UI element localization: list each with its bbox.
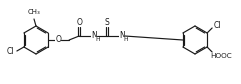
Text: Cl: Cl <box>213 22 221 30</box>
Text: S: S <box>105 18 109 27</box>
Text: H: H <box>123 37 128 42</box>
Text: N: N <box>119 30 125 39</box>
Text: O: O <box>55 36 61 45</box>
Text: H: H <box>95 37 100 42</box>
Text: Cl: Cl <box>6 47 14 57</box>
Text: N: N <box>91 30 97 39</box>
Text: HOOC: HOOC <box>210 53 232 59</box>
Text: CH₃: CH₃ <box>28 9 40 15</box>
Text: O: O <box>76 18 82 27</box>
